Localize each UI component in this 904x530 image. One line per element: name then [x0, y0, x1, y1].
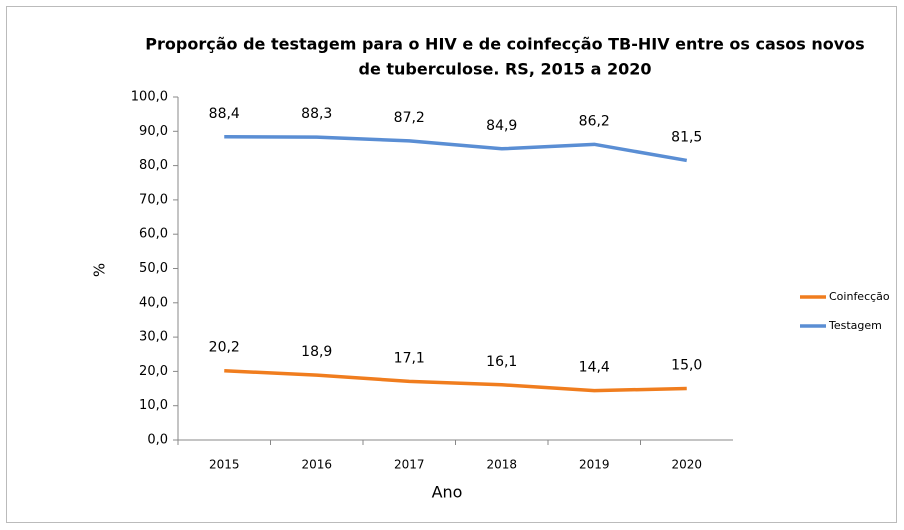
x-tick-label: 2020: [671, 458, 702, 472]
y-tick-label: 70,0: [139, 192, 168, 207]
y-tick-label: 90,0: [139, 124, 168, 139]
y-tick-label: 20,0: [139, 364, 168, 379]
y-tick-label: 80,0: [139, 158, 168, 173]
y-tick-label: 60,0: [139, 227, 168, 242]
y-tick-label: 0,0: [147, 433, 168, 448]
y-tick-label: 10,0: [139, 398, 168, 413]
x-tick-label: 2019: [579, 458, 610, 472]
data-label: 87,2: [394, 110, 425, 126]
data-label: 88,4: [209, 106, 240, 122]
legend-label: Coinfecção: [829, 290, 890, 303]
y-tick-label: 50,0: [139, 261, 168, 276]
x-tick-label: 2017: [394, 458, 425, 472]
data-label: 86,2: [579, 113, 610, 129]
data-label: 88,3: [301, 106, 332, 122]
x-tick-label: 2015: [209, 458, 240, 472]
chart-title: de tuberculose. RS, 2015 a 2020: [359, 60, 652, 79]
x-tick-label: 2018: [486, 458, 517, 472]
data-label: 17,1: [394, 350, 425, 366]
data-label: 84,9: [486, 118, 517, 134]
line: [224, 368, 687, 393]
y-tick-label: 100,0: [131, 90, 168, 105]
data-label: 15,0: [671, 358, 702, 374]
x-tick-label: 2016: [301, 458, 332, 472]
y-tick-label: 40,0: [139, 295, 168, 310]
chart-frame: [6, 6, 897, 523]
data-label: 18,9: [301, 344, 332, 360]
line: [224, 135, 688, 163]
data-label: 81,5: [671, 129, 702, 145]
y-axis-label: %: [91, 263, 109, 277]
chart-title: Proporção de testagem para o HIV e de co…: [145, 35, 864, 54]
data-label: 16,1: [486, 354, 517, 370]
data-label: 20,2: [209, 340, 240, 356]
y-tick-label: 30,0: [139, 330, 168, 345]
x-axis-label: Ano: [432, 483, 463, 502]
data-label: 14,4: [579, 360, 610, 376]
legend-label: Testagem: [828, 319, 882, 332]
